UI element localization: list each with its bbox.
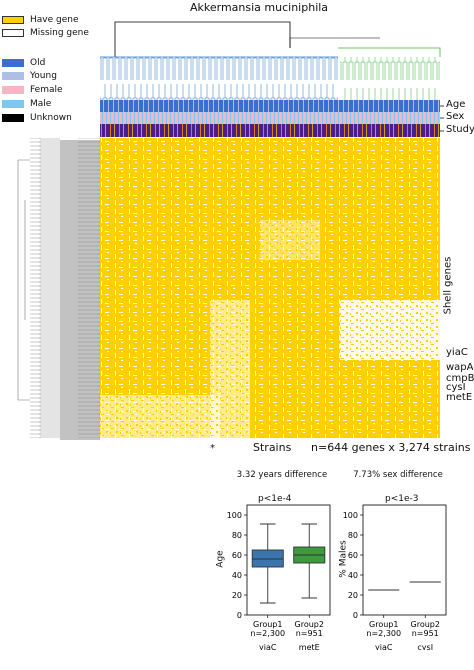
sex-p-value: p<1e-3 — [385, 494, 419, 504]
age-category-1: Group2 — [295, 620, 324, 629]
sex-count-0: n=2,300 — [366, 629, 401, 638]
study-strip — [100, 124, 440, 137]
legend-label-old: Old — [30, 58, 46, 68]
age-panel-title-text: 3.32 years difference — [236, 470, 328, 480]
males-plot: 020406080100Group1n=2,300yiaCwapAGroup2n… — [343, 504, 447, 650]
legend-label-have: Have gene — [30, 15, 79, 25]
age-gene-0-0: yiaC — [259, 643, 277, 650]
clustermap — [17, 21, 444, 440]
age-panel-title: 3.32 years difference — [232, 470, 332, 480]
legend-swatch-old — [2, 59, 24, 67]
legend-unknown: Unknown — [2, 112, 72, 124]
sex-strip — [100, 112, 440, 124]
annotation-ticks — [440, 105, 444, 132]
legend-label-missing: Missing gene — [30, 28, 89, 38]
age-ytick-label-3: 60 — [232, 551, 242, 560]
sex-axes-frame — [362, 504, 447, 616]
legend-missing-gene: Missing gene — [2, 27, 89, 39]
chart-title: Akkermansia muciniphila — [190, 1, 329, 14]
age-strip — [100, 100, 440, 112]
legend-swatch-male — [2, 100, 24, 108]
sex-gene-1-0: cysI — [417, 643, 433, 650]
legend-swatch-have — [2, 16, 24, 24]
age-ytick-label-0: 0 — [237, 611, 242, 620]
summary-label: n=644 genes x 3,274 strains — [311, 441, 471, 454]
age-axes-frame — [246, 504, 331, 616]
sex-ytick-label-5: 100 — [343, 511, 358, 520]
gene-heatmap — [100, 138, 440, 438]
sex-ytick-label-1: 20 — [348, 591, 358, 600]
age-gene-1-0: metE — [299, 643, 320, 650]
legend-label-male: Male — [30, 99, 52, 109]
gene-label-cysi: cysI — [446, 382, 466, 393]
gene-label-mete: metE — [446, 392, 473, 403]
legend-have-gene: Have gene — [2, 14, 79, 26]
top-dendrogram — [100, 21, 441, 100]
sex-panel-title: 7.73% sex difference — [348, 470, 448, 480]
sex-gene-0-0: yiaC — [375, 643, 393, 650]
legend-swatch-female — [2, 86, 24, 94]
age-category-0: Group1 — [253, 620, 282, 629]
age-ytick-label-5: 100 — [227, 511, 242, 520]
sex-panel-title-text: 7.73% sex difference — [353, 470, 443, 480]
sex-ytick-label-0: 0 — [353, 611, 358, 620]
sex-ytick-label-4: 80 — [348, 531, 358, 540]
strains-label: Strains — [253, 441, 292, 454]
legend-swatch-young — [2, 72, 24, 80]
sex-count-1: n=951 — [412, 629, 439, 638]
row-label-sex: Sex — [446, 111, 465, 122]
legend-label-unknown: Unknown — [30, 113, 72, 123]
legend-swatch-missing — [2, 29, 24, 37]
age-ytick-label-1: 20 — [232, 591, 242, 600]
sex-ytick-label-3: 60 — [348, 551, 358, 560]
age-p-value: p<1e-4 — [258, 494, 292, 504]
legend-male: Male — [2, 98, 51, 110]
age-ytick-label-2: 40 — [232, 571, 242, 580]
sex-category-0: Group1 — [369, 620, 398, 629]
sex-category-1: Group2 — [411, 620, 440, 629]
sex-ytick-label-2: 40 — [348, 571, 358, 580]
legend-label-young: Young — [30, 71, 57, 81]
age-ytick-label-4: 80 — [232, 531, 242, 540]
legend-young: Young — [2, 70, 57, 82]
asterisk-marker: * — [210, 443, 215, 454]
legend-female: Female — [2, 84, 63, 96]
age-count-0: n=2,300 — [250, 629, 285, 638]
gene-label-cmpb: cmpB — [446, 373, 474, 384]
gene-label-yiac: yiaC — [446, 347, 468, 358]
legend-swatch-unknown — [2, 114, 24, 122]
row-label-study: Study — [446, 124, 474, 135]
legend-label-female: Female — [30, 85, 63, 95]
left-dendrogram — [17, 138, 100, 440]
row-label-age: Age — [446, 99, 466, 110]
shell-genes-label: Shell genes — [442, 256, 454, 315]
legend-old: Old — [2, 57, 45, 69]
age-count-1: n=951 — [296, 629, 323, 638]
gene-label-wapa: wapA — [446, 362, 474, 373]
